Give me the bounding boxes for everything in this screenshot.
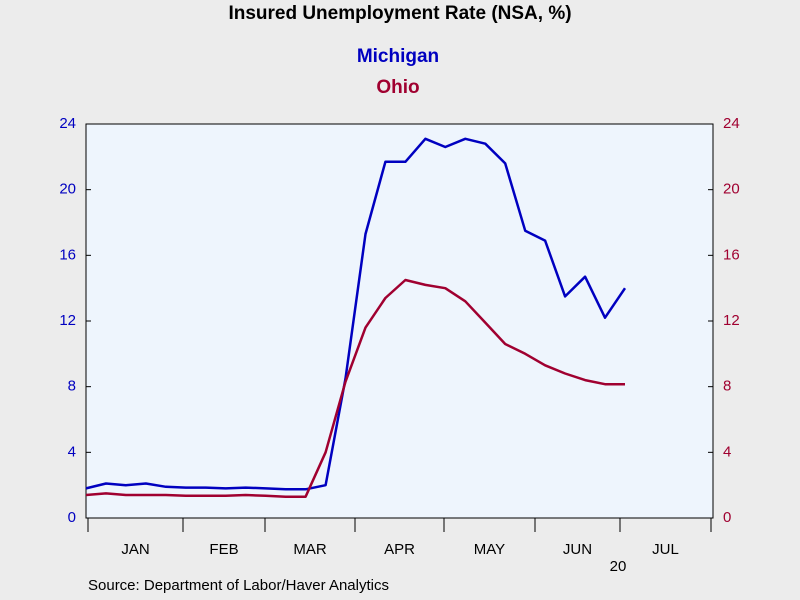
series-line [85,278,625,498]
chart-title: Insured Unemployment Rate (NSA, %) [228,3,571,24]
y2-tick-label: 8 [723,378,731,395]
y-tick-label: 24 [59,115,76,132]
y-tick-label: 4 [68,443,76,460]
year-label: 20 [610,558,627,575]
plot-area [85,123,714,519]
y2-tick-label: 4 [723,443,731,460]
y2-tick-label: 24 [723,115,740,132]
series-line [85,137,627,491]
y2-tick-label: 0 [723,509,731,526]
legend-entry: Michigan [357,46,439,67]
legend-entry: Ohio [376,77,419,98]
x-tick-label: JUL [652,541,679,558]
y2-tick-label: 20 [723,181,740,198]
y-tick-label: 20 [59,181,76,198]
source: Source: Department of Labor/Haver Analyt… [88,577,389,594]
y2-tick-label: 16 [723,246,740,263]
y-tick-label: 8 [68,378,76,395]
x-tick-label: MAY [474,541,505,558]
y2-tick-label: 12 [723,312,740,329]
x-tick-label: APR [384,541,415,558]
x-tick-label: JUN [563,541,592,558]
y-tick-label: 12 [59,312,76,329]
x-tick-label: FEB [209,541,238,558]
x-tick-label: MAR [293,541,327,558]
y-tick-label: 16 [59,246,76,263]
y-tick-label: 0 [68,509,76,526]
x-tick-label: JAN [121,541,149,558]
